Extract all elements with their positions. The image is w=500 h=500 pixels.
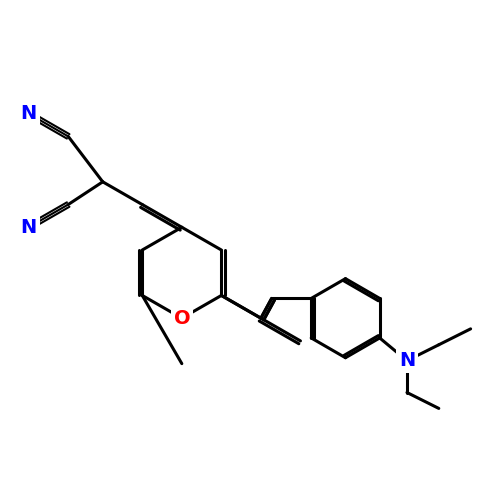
Text: N: N — [399, 351, 415, 370]
Text: O: O — [174, 308, 190, 328]
Text: N: N — [20, 104, 37, 123]
Text: N: N — [20, 218, 37, 237]
